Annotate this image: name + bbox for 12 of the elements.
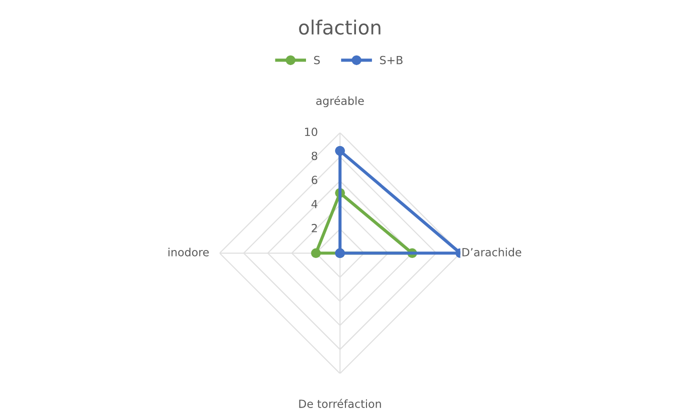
y-tick-label: 10	[305, 128, 318, 136]
y-tick-label: 8	[312, 152, 318, 160]
y-tick-label: 4	[311, 200, 318, 208]
spoke-label: agréable	[316, 96, 364, 108]
y-tick-label: 6	[312, 176, 318, 184]
chart-title: olfaction	[299, 20, 380, 35]
legend-label: S	[314, 56, 320, 64]
spoke-label: inodore	[168, 248, 209, 256]
y-tick-label: 2	[312, 224, 317, 232]
spoke-label: De torréfaction	[299, 398, 381, 408]
legend-label: S+B	[380, 56, 403, 64]
spoke-label: D’arachide	[462, 248, 522, 256]
